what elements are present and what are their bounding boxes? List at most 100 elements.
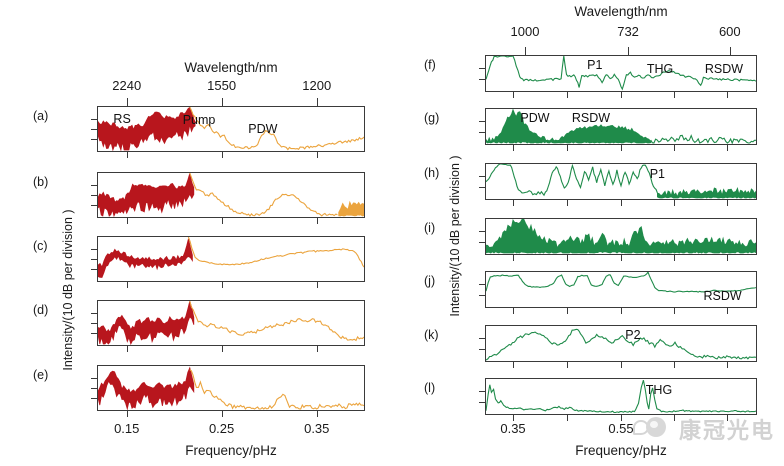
orange-spectrum-trace	[338, 200, 364, 217]
spectrum-annotation-rsdw: RSDW	[703, 289, 742, 304]
spectrum-svg	[486, 164, 756, 199]
x-axis-tick	[126, 282, 128, 288]
right-bottom-axis-title: Frequency/pHz	[575, 443, 667, 458]
x-axis-tick	[513, 200, 515, 206]
spectrum-svg	[486, 109, 756, 144]
x-axis-tick	[513, 255, 515, 261]
x-axis-tick	[674, 145, 676, 151]
y-axis-tick	[91, 312, 97, 314]
spectrum-svg	[98, 366, 364, 410]
green-spectrum-trace	[486, 109, 560, 144]
y-axis-tick	[91, 129, 97, 130]
x-axis-tick	[674, 308, 676, 314]
spectrum-panel-e	[97, 365, 365, 411]
bottom-axis-tick-label: 0.25	[208, 421, 235, 436]
spectrum-panel-b	[97, 172, 365, 218]
green-spectrum-trace	[650, 134, 756, 144]
x-axis-tick	[513, 415, 515, 421]
x-axis-tick	[513, 308, 515, 314]
y-axis-tick	[479, 337, 485, 339]
panel-letter-b: (b)	[33, 175, 49, 189]
top-axis-tick-label: 1200	[302, 78, 332, 93]
x-axis-tick	[566, 415, 568, 421]
x-axis-tick	[316, 411, 318, 417]
y-axis-tick	[479, 120, 485, 122]
red-spectrum-trace	[98, 107, 196, 151]
y-axis-tick	[91, 333, 97, 335]
panel-letter-c: (c)	[33, 239, 48, 253]
bottom-axis-tick-label: 0.35	[500, 421, 526, 436]
top-axis-tick-label: 2240	[112, 78, 142, 93]
x-axis-tick	[221, 411, 223, 417]
spectrum-svg	[486, 219, 756, 254]
x-axis-tick	[513, 92, 515, 98]
y-axis-tick	[91, 398, 97, 400]
orange-spectrum-trace	[189, 369, 364, 410]
x-axis-tick	[221, 282, 223, 288]
y-axis-tick	[479, 283, 485, 285]
x-axis-tick	[566, 145, 568, 151]
top-axis-tick	[628, 47, 630, 55]
y-axis-tick	[479, 79, 485, 81]
panel-letter-e: (e)	[33, 368, 49, 382]
spectrum-annotation-p1: P1	[587, 57, 603, 72]
x-axis-tick	[727, 308, 729, 314]
spectrum-svg	[486, 56, 756, 91]
spectrum-annotation-rsdw: RSDW	[704, 62, 744, 77]
spectrum-annotation-rsdw: RSDW	[571, 110, 611, 125]
y-axis-tick	[479, 349, 485, 351]
x-axis-tick	[727, 255, 729, 261]
x-axis-tick	[674, 92, 676, 98]
spectrum-panel-l: THG	[485, 378, 757, 415]
y-axis-tick	[479, 295, 485, 297]
green-spectrum-trace	[486, 219, 756, 254]
spectrum-panel-a: RS Pump PDW	[97, 106, 365, 152]
panel-letter-a: (a)	[33, 109, 49, 123]
panel-letter-j: (j)	[424, 274, 436, 288]
y-axis-tick	[91, 184, 97, 186]
spectrum-svg	[98, 107, 364, 151]
y-axis-tick	[91, 269, 97, 271]
orange-spectrum-trace	[189, 301, 364, 342]
spectrum-annotation-rs: RS	[113, 112, 131, 127]
x-axis-tick	[126, 152, 128, 158]
y-axis-tick	[91, 205, 97, 207]
y-axis-tick	[479, 175, 485, 177]
green-spectrum-trace	[486, 56, 756, 91]
x-axis-tick	[621, 200, 622, 206]
x-axis-tick	[621, 362, 622, 368]
orange-spectrum-trace	[189, 107, 364, 151]
x-axis-tick	[566, 308, 568, 314]
y-axis-tick	[479, 390, 485, 392]
y-axis-tick	[479, 402, 485, 404]
watermark: 康冠光电	[633, 413, 775, 445]
x-axis-tick	[727, 362, 729, 368]
spectrum-svg	[98, 237, 364, 278]
spectrum-panel-j: RSDW	[485, 271, 757, 308]
orange-spectrum-trace	[187, 237, 364, 268]
right-y-axis-label: Intensity/(10 dB per division )	[448, 155, 462, 317]
y-axis-tick	[479, 242, 485, 244]
y-axis-tick	[479, 67, 485, 69]
x-axis-tick	[566, 200, 568, 206]
spectrum-panel-i	[485, 218, 757, 255]
top-axis-tick	[729, 47, 731, 55]
x-axis-tick	[316, 346, 318, 352]
x-axis-tick	[674, 255, 676, 261]
spectrum-panel-h: P1	[485, 163, 757, 200]
spectrum-svg	[486, 272, 756, 293]
x-axis-tick	[566, 362, 568, 368]
left-top-axis-title: Wavelength/nm	[184, 60, 278, 75]
top-axis-tick-label: 1000	[510, 24, 540, 39]
bottom-axis-tick-label: 0.55	[608, 421, 634, 436]
panel-letter-d: (d)	[33, 303, 49, 317]
right-top-axis-title: Wavelength/nm	[574, 4, 668, 19]
top-axis-tick-label: 1550	[207, 78, 237, 93]
top-axis-tick	[126, 98, 128, 106]
spectrum-annotation-p2: P2	[625, 327, 641, 342]
x-axis-tick	[221, 218, 223, 224]
panel-letter-f: (f)	[424, 58, 436, 72]
y-axis-tick	[91, 259, 97, 260]
spectrum-svg	[98, 301, 364, 345]
